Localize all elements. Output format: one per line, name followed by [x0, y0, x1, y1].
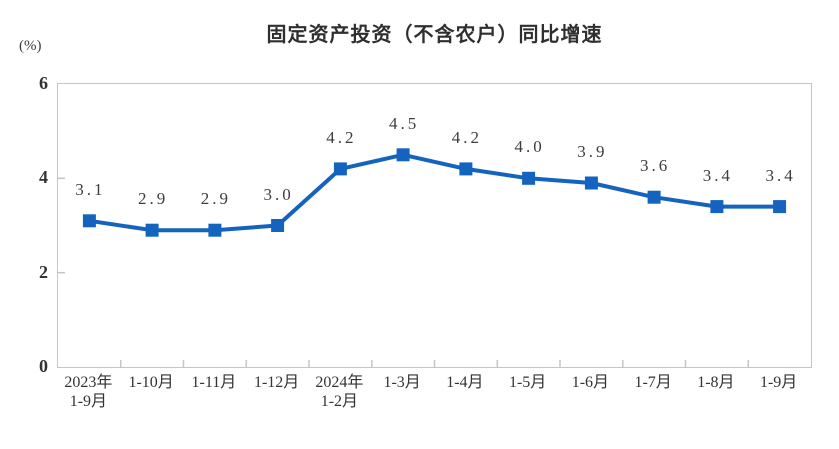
- data-point-label: 4.0: [514, 137, 545, 157]
- data-point-marker: [459, 162, 473, 176]
- line-series-svg: [58, 148, 787, 367]
- data-point-marker: [208, 223, 222, 237]
- data-point-label: 4.2: [326, 127, 357, 147]
- data-point-label: 3.4: [765, 165, 796, 185]
- data-point-marker: [82, 214, 96, 228]
- data-point-marker: [522, 171, 536, 185]
- data-point-label: 3.1: [75, 179, 106, 199]
- x-axis-tick-label: 1-4月: [446, 374, 484, 391]
- data-point-marker: [584, 176, 598, 190]
- data-point-label: 3.0: [263, 184, 294, 204]
- chart-title: 固定资产投资（不含农户）同比增速: [266, 24, 603, 46]
- y-axis-unit-label: (%): [19, 38, 42, 54]
- plot-area: [57, 83, 812, 368]
- x-axis-tick-label: 2023年 1-9月: [64, 374, 113, 410]
- data-point-marker: [396, 148, 410, 162]
- y-axis-tick-label: 4: [39, 167, 48, 188]
- x-axis-tick-label: 1-5月: [508, 374, 547, 391]
- x-axis-tick-label: 1-8月: [697, 374, 735, 391]
- data-point-label: 2.9: [138, 189, 169, 209]
- y-axis-tick-label: 6: [39, 73, 48, 93]
- x-axis-tick-label: 1-11月: [191, 374, 237, 391]
- data-point-marker: [710, 200, 724, 214]
- x-axis-tick-label: 1-12月: [253, 374, 300, 391]
- x-axis-tick-label: 1-10月: [128, 374, 174, 391]
- data-point-label: 4.5: [389, 113, 420, 133]
- y-axis-tick-label: 2: [39, 261, 48, 282]
- data-point-label: 3.6: [640, 156, 671, 176]
- x-axis-tick-label: 1-7月: [634, 374, 672, 391]
- line-series: [89, 152, 780, 233]
- data-point-marker: [271, 219, 285, 232]
- x-axis-tick-label: 1-3月: [383, 374, 421, 391]
- data-point-marker: [647, 190, 661, 204]
- data-point-label: 3.4: [702, 165, 733, 185]
- data-point-label: 3.9: [577, 142, 608, 162]
- y-axis-tick-label: 0: [39, 356, 48, 376]
- data-point-label: 4.2: [451, 127, 482, 147]
- data-point-label: 2.9: [200, 189, 231, 209]
- x-axis-tick-label: 1-9月: [759, 374, 798, 391]
- data-point-marker: [773, 200, 787, 214]
- x-axis-tick-label: 1-6月: [571, 374, 610, 391]
- x-axis-tick-label: 2024年 1-2月: [315, 374, 364, 410]
- data-point-marker: [145, 223, 159, 237]
- data-point-marker: [333, 162, 347, 176]
